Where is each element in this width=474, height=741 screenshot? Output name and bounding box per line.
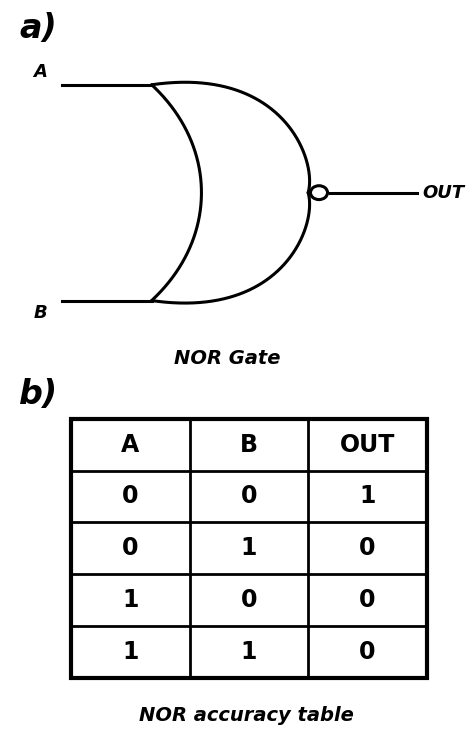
Text: 0: 0 <box>122 485 138 508</box>
Text: 1: 1 <box>122 640 138 664</box>
Text: 0: 0 <box>359 640 375 664</box>
Text: A: A <box>121 433 139 456</box>
Text: b): b) <box>19 378 58 411</box>
Text: a): a) <box>19 12 57 44</box>
Text: 0: 0 <box>241 485 257 508</box>
Text: OUT: OUT <box>340 433 395 456</box>
Text: NOR Gate: NOR Gate <box>174 349 281 368</box>
Text: OUT: OUT <box>422 184 464 202</box>
Bar <box>71 419 427 678</box>
Text: 1: 1 <box>241 640 257 664</box>
Text: 1: 1 <box>359 485 375 508</box>
Text: 0: 0 <box>241 588 257 612</box>
Text: 1: 1 <box>122 588 138 612</box>
Text: 0: 0 <box>122 536 138 560</box>
Text: 0: 0 <box>359 536 375 560</box>
Text: 1: 1 <box>241 536 257 560</box>
Text: B: B <box>240 433 258 456</box>
Text: A: A <box>34 63 47 81</box>
Text: NOR accuracy table: NOR accuracy table <box>139 705 354 725</box>
Text: B: B <box>34 305 47 322</box>
Text: 0: 0 <box>359 588 375 612</box>
